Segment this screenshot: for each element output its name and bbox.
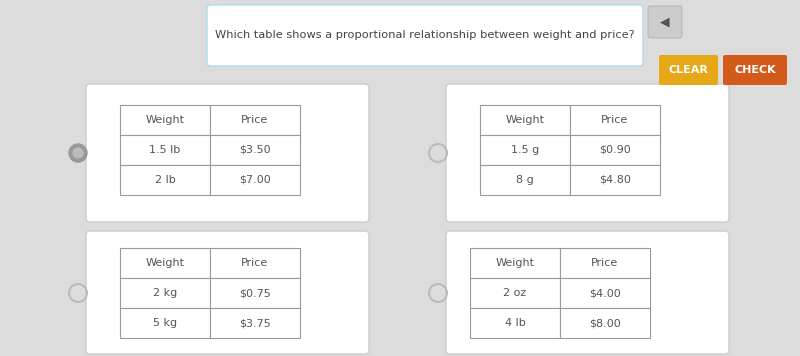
Text: $3.75: $3.75 bbox=[239, 318, 271, 328]
Text: Weight: Weight bbox=[495, 258, 534, 268]
Bar bbox=[120, 165, 210, 195]
Text: 4 lb: 4 lb bbox=[505, 318, 526, 328]
FancyBboxPatch shape bbox=[659, 55, 718, 85]
Bar bbox=[120, 308, 210, 338]
Bar bbox=[570, 165, 660, 195]
Text: $7.00: $7.00 bbox=[239, 175, 271, 185]
Bar bbox=[120, 248, 210, 278]
Bar bbox=[120, 278, 210, 308]
FancyBboxPatch shape bbox=[446, 84, 729, 222]
Circle shape bbox=[73, 148, 83, 158]
Text: 2 kg: 2 kg bbox=[153, 288, 177, 298]
Bar bbox=[210, 165, 300, 195]
Bar bbox=[560, 248, 650, 278]
Text: 1.5 lb: 1.5 lb bbox=[150, 145, 181, 155]
Text: $3.50: $3.50 bbox=[239, 145, 271, 155]
Bar bbox=[470, 248, 560, 278]
Text: 2 lb: 2 lb bbox=[154, 175, 175, 185]
Text: $4.00: $4.00 bbox=[589, 288, 621, 298]
Text: Price: Price bbox=[242, 258, 269, 268]
Text: Price: Price bbox=[602, 115, 629, 125]
Bar bbox=[570, 105, 660, 135]
Text: $8.00: $8.00 bbox=[589, 318, 621, 328]
Text: 5 kg: 5 kg bbox=[153, 318, 177, 328]
Bar bbox=[470, 308, 560, 338]
Bar bbox=[480, 105, 570, 135]
FancyBboxPatch shape bbox=[86, 231, 369, 354]
Bar bbox=[210, 278, 300, 308]
FancyBboxPatch shape bbox=[86, 84, 369, 222]
Bar bbox=[570, 135, 660, 165]
Bar bbox=[480, 165, 570, 195]
Bar bbox=[210, 105, 300, 135]
Bar bbox=[210, 308, 300, 338]
Circle shape bbox=[69, 144, 87, 162]
FancyBboxPatch shape bbox=[207, 5, 643, 66]
Text: 2 oz: 2 oz bbox=[503, 288, 526, 298]
Bar bbox=[560, 278, 650, 308]
Text: 8 g: 8 g bbox=[516, 175, 534, 185]
Text: $0.75: $0.75 bbox=[239, 288, 271, 298]
Text: Price: Price bbox=[591, 258, 618, 268]
Bar bbox=[480, 135, 570, 165]
Text: Price: Price bbox=[242, 115, 269, 125]
Text: ◀: ◀ bbox=[660, 16, 670, 28]
Bar bbox=[210, 248, 300, 278]
FancyBboxPatch shape bbox=[648, 6, 682, 38]
Text: CLEAR: CLEAR bbox=[669, 65, 709, 75]
FancyBboxPatch shape bbox=[723, 55, 787, 85]
FancyBboxPatch shape bbox=[446, 231, 729, 354]
Text: CHECK: CHECK bbox=[734, 65, 776, 75]
Text: Which table shows a proportional relationship between weight and price?: Which table shows a proportional relatio… bbox=[215, 31, 635, 41]
Text: Weight: Weight bbox=[146, 115, 185, 125]
Text: $0.90: $0.90 bbox=[599, 145, 631, 155]
Bar bbox=[470, 278, 560, 308]
Text: Weight: Weight bbox=[506, 115, 545, 125]
Bar bbox=[120, 135, 210, 165]
Text: $4.80: $4.80 bbox=[599, 175, 631, 185]
Text: Weight: Weight bbox=[146, 258, 185, 268]
Bar bbox=[560, 308, 650, 338]
Bar bbox=[120, 105, 210, 135]
Text: 1.5 g: 1.5 g bbox=[511, 145, 539, 155]
Bar bbox=[210, 135, 300, 165]
